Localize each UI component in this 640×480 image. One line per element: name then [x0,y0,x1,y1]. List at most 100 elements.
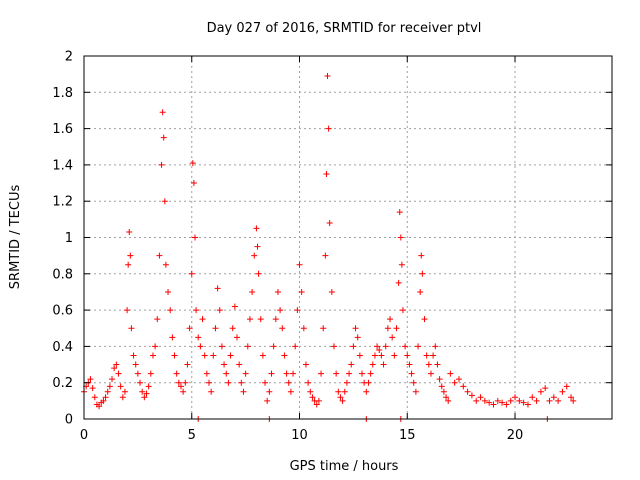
data-point [109,376,116,383]
data-point [102,394,109,401]
data-point [391,352,398,359]
data-point [494,397,501,404]
data-point [285,379,292,386]
data-point [464,388,471,395]
data-point [115,370,122,377]
data-point [318,370,325,377]
data-point [507,397,514,404]
data-point [251,252,258,259]
data-point [134,370,141,377]
data-point [341,388,348,395]
data-point [262,379,269,386]
data-point [203,370,210,377]
data-point [323,170,330,177]
data-point [451,379,458,386]
data-point [266,388,273,395]
data-point [389,334,396,341]
y-axis-label: SRMTID / TECUs [8,185,23,290]
data-point [180,388,187,395]
data-point [201,352,208,359]
data-point [87,376,94,383]
data-point [253,225,260,232]
data-point [399,307,406,314]
data-point [537,388,544,395]
y-tick-label: 1.4 [52,158,73,173]
data-point [274,288,281,295]
data-point [259,352,266,359]
data-point [161,198,168,205]
data-point [438,383,445,390]
data-point [249,288,256,295]
data-point [210,352,217,359]
data-point [570,397,577,404]
data-point [387,316,394,323]
data-point [520,399,527,406]
data-point [320,325,327,332]
data-point [167,307,174,314]
data-point [197,343,204,350]
data-point [499,399,506,406]
data-point [193,307,200,314]
data-point [214,285,221,292]
data-point [404,352,411,359]
data-point [145,383,152,390]
data-point [335,388,342,395]
data-point [292,343,299,350]
data-point [223,370,230,377]
data-point [406,361,413,368]
data-point [359,370,366,377]
data-point [415,343,422,350]
y-tick-label: 1.8 [52,86,73,101]
data-point [486,399,493,406]
y-tick-label: 0.8 [52,267,73,282]
data-point [473,397,480,404]
data-point [397,234,404,241]
data-point [524,401,531,408]
data-point [173,370,180,377]
data-point [257,316,264,323]
data-point [287,388,294,395]
data-point [365,379,372,386]
data-point [309,394,316,401]
x-tick-label: 20 [507,428,524,443]
data-point [89,385,96,392]
data-point [117,383,124,390]
data-point [143,390,150,397]
data-point [307,388,314,395]
data-point [337,394,344,401]
data-point [559,388,566,395]
data-point [352,325,359,332]
data-point [106,383,113,390]
data-point [281,352,288,359]
data-point [229,325,236,332]
data-point [408,370,415,377]
data-point [503,401,510,408]
data-point [325,125,332,132]
data-point [421,316,428,323]
data-point [396,209,403,216]
data-point [184,361,191,368]
data-point [443,394,450,401]
data-point [171,352,178,359]
data-point [154,316,161,323]
data-point [186,325,193,332]
data-point [218,343,225,350]
data-point [343,379,350,386]
data-point [460,383,467,390]
data-point [149,352,156,359]
data-point [190,180,197,187]
data-point [91,394,98,401]
data-point [199,316,206,323]
data-point [339,397,346,404]
data-point [481,397,488,404]
data-point [555,397,562,404]
data-point [468,392,475,399]
data-point [165,288,172,295]
data-point [231,303,238,310]
data-point [563,383,570,390]
y-tick-label: 0.6 [52,304,73,319]
data-point [132,361,139,368]
data-point [512,394,519,401]
data-point [152,343,159,350]
